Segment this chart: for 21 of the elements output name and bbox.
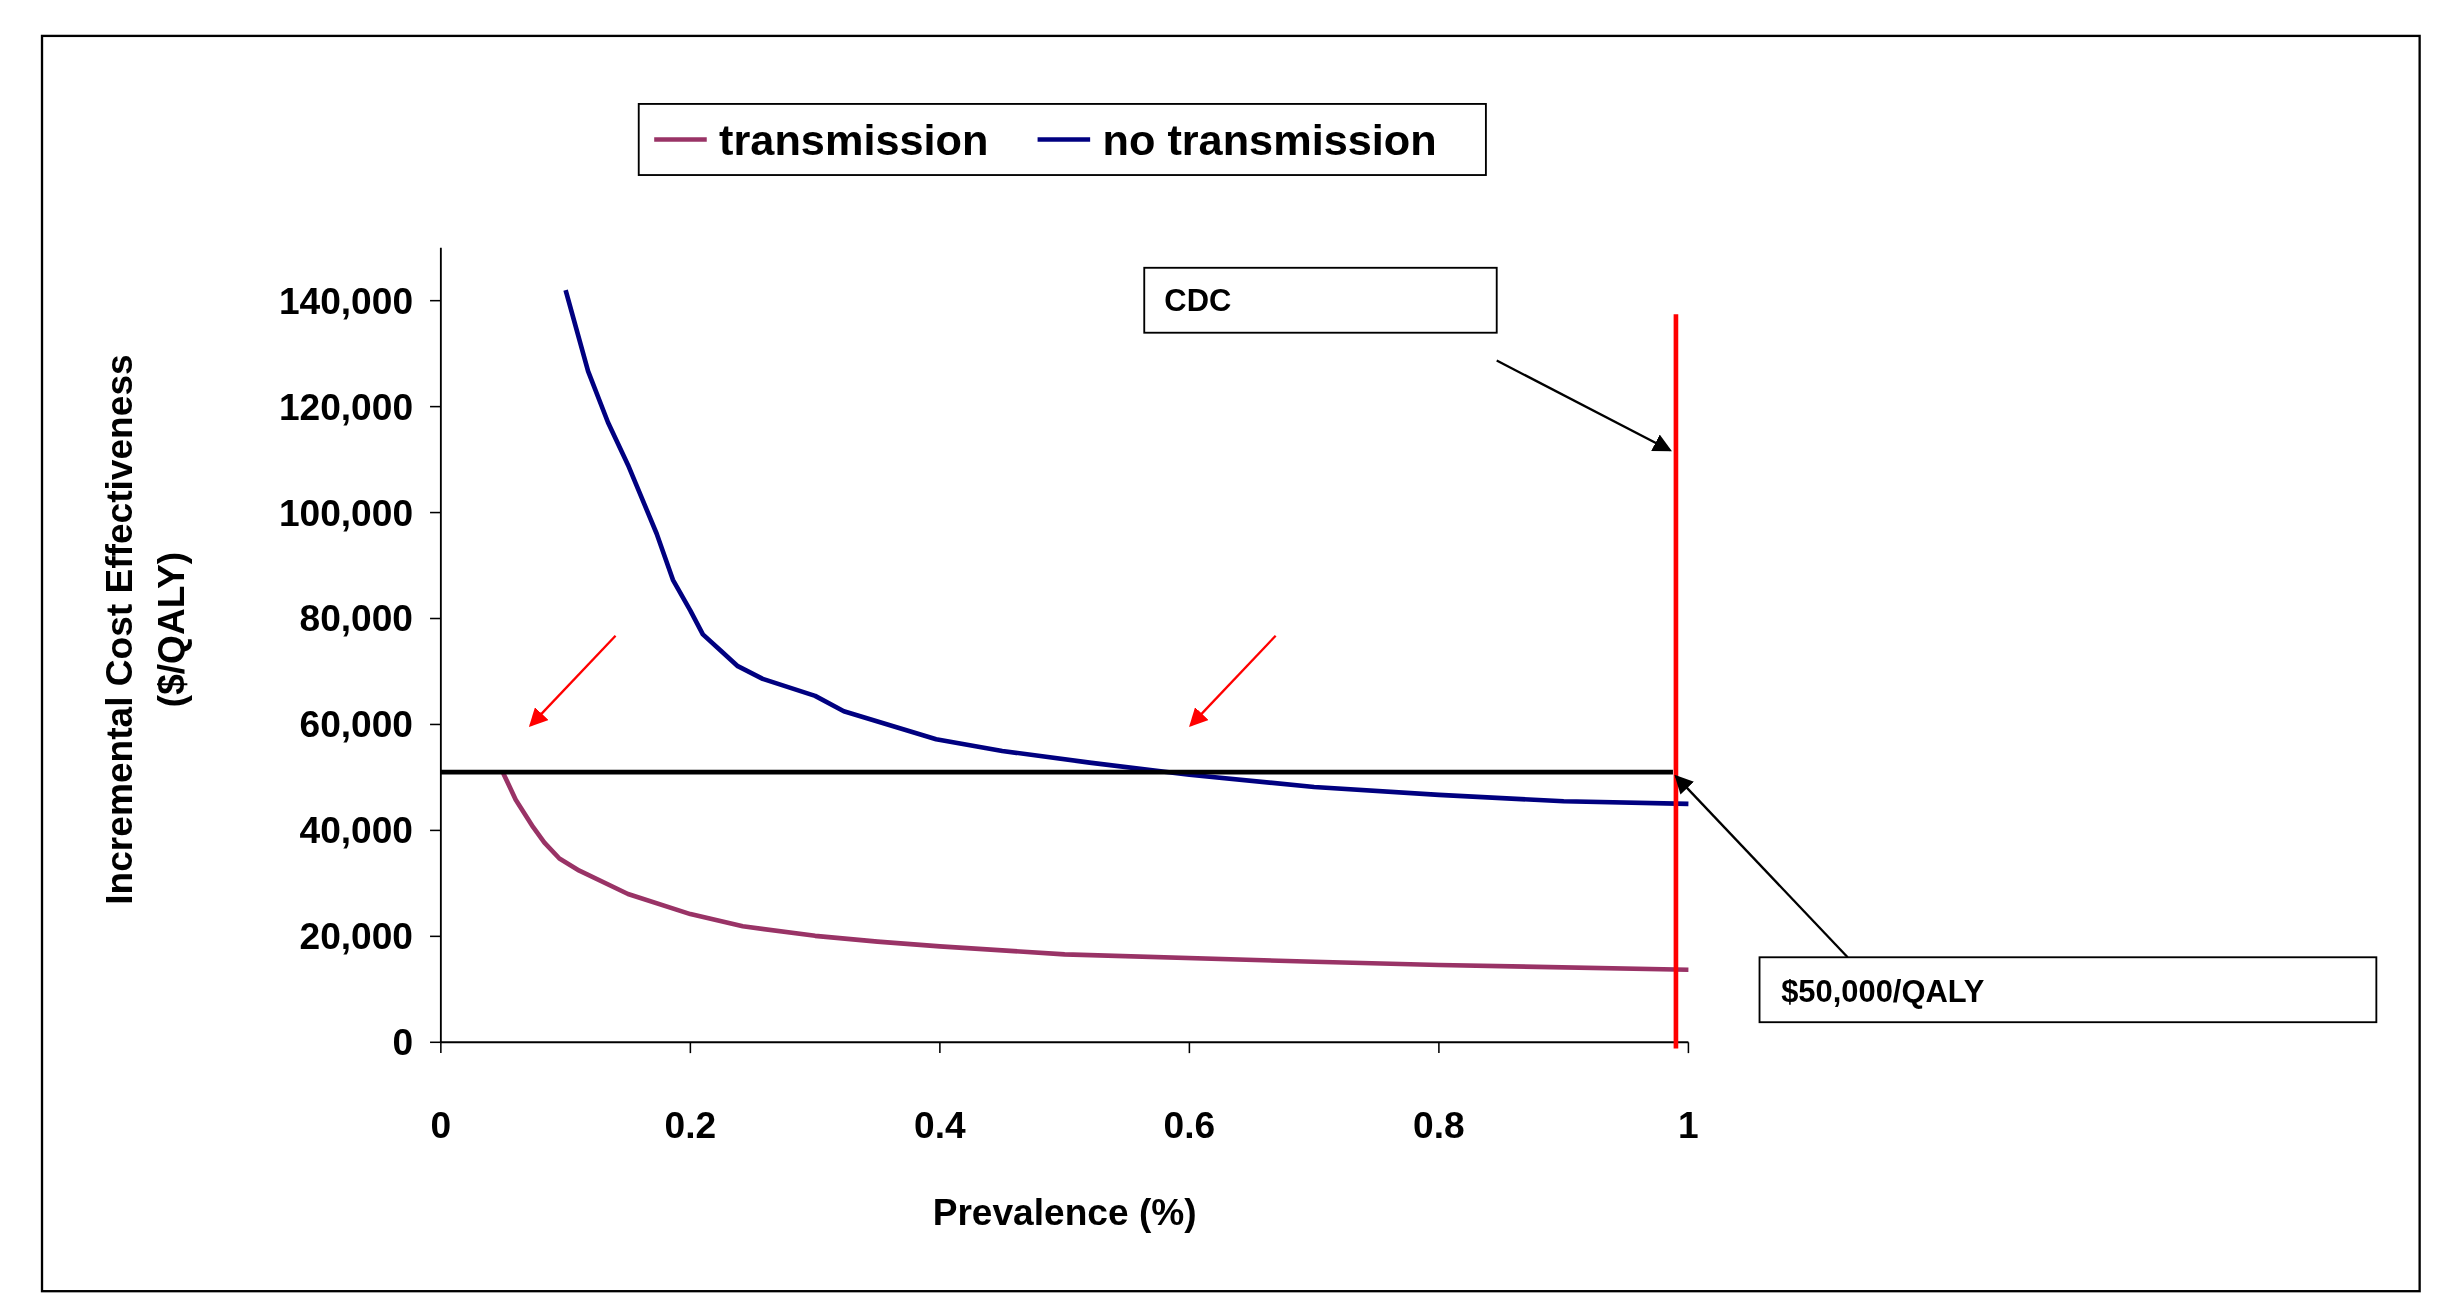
y-tick-label: 0 [392, 1021, 414, 1064]
x-axis-title: Prevalence (%) [932, 1190, 1197, 1233]
y-tick-label: 100,000 [278, 491, 414, 534]
y-tick-label: 140,000 [278, 279, 414, 322]
line-series [563, 287, 1691, 807]
x-tick-label: 1 [1678, 1104, 1699, 1147]
x-tick-label: 0.2 [664, 1104, 717, 1147]
legend-label: transmission [719, 115, 989, 164]
y-tick-label: 20,000 [299, 915, 414, 958]
x-tick-label: 0 [430, 1104, 452, 1147]
y-tick-label: 80,000 [299, 597, 414, 640]
ref-line-label: $50,000/QALY [1781, 974, 1985, 1010]
legend-label: no transmission [1102, 115, 1437, 164]
y-axis-title: Incremental Cost Effectiveness ($/QALY) [97, 354, 193, 905]
x-tick-label: 0.4 [914, 1104, 967, 1147]
x-tick-label: 0.8 [1413, 1104, 1465, 1147]
y-tick-label: 40,000 [299, 809, 414, 852]
y-tick-label: 120,000 [278, 385, 414, 428]
annotation: CDC [1164, 283, 1232, 319]
y-tick-label: 60,000 [299, 703, 414, 746]
x-tick-label: 0.6 [1163, 1104, 1216, 1147]
